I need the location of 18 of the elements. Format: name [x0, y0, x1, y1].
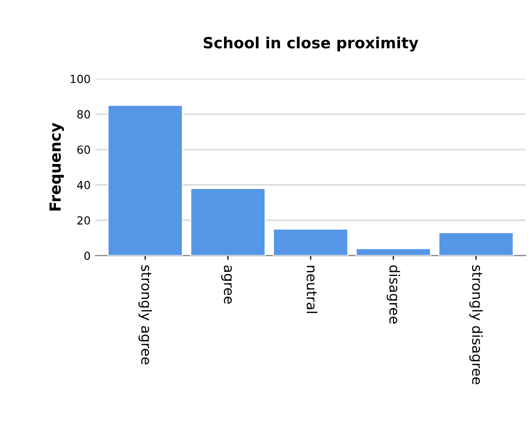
y-tick-label: 60 [77, 146, 90, 154]
y-tick-label: 20 [77, 216, 90, 225]
x-tick-label: strongly agree [138, 265, 152, 364]
y-tick-label: 80 [77, 110, 90, 119]
bar [438, 232, 514, 256]
x-tick-label: agree [221, 265, 232, 304]
chart-title: School in close proximity [204, 36, 418, 52]
bar [272, 228, 348, 256]
x-tick-label: disagree [386, 265, 400, 324]
bar [190, 188, 266, 256]
y-tick-label: 0 [84, 252, 90, 260]
x-tick-label: neutral [306, 266, 318, 313]
x-tick-label: strongly disagree [469, 265, 483, 384]
y-tick-label: 100 [70, 74, 90, 84]
y-tick-label: 40 [77, 180, 90, 190]
bar [356, 248, 432, 256]
bar [107, 104, 183, 256]
y-axis-title: Frequency [50, 122, 64, 211]
